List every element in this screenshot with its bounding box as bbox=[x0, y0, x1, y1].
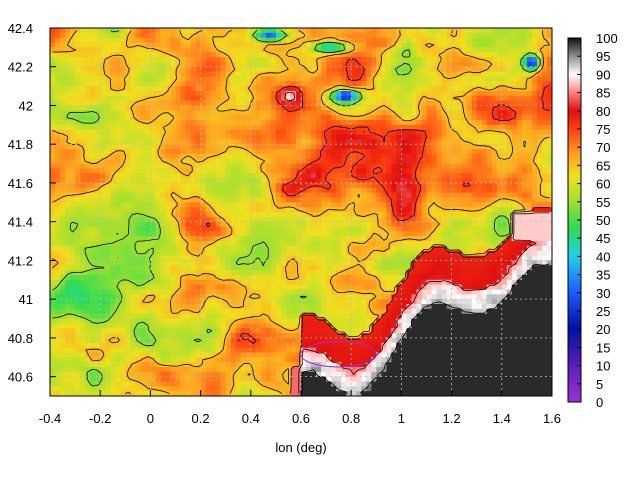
colorbar-tick-label: 70 bbox=[596, 140, 610, 155]
colorbar-ticks: 0 5 10 15 20 25 30 35 40 45 50 55 60 65 70 75 80 85 90 95 10… bbox=[577, 31, 618, 410]
y-tick-label: 40.6 bbox=[8, 370, 33, 385]
colorbar-tick-label: 15 bbox=[596, 340, 610, 355]
colorbar-tick-label: 85 bbox=[596, 86, 610, 101]
colorbar-tick-label: 75 bbox=[596, 122, 610, 137]
colorbar-tick-label: 50 bbox=[596, 213, 610, 228]
x-tick-label: 1.6 bbox=[543, 411, 561, 426]
colorbar-tick-label: 65 bbox=[596, 158, 610, 173]
colorbar-tick-label: 20 bbox=[596, 322, 610, 337]
heatmap-area bbox=[50, 28, 552, 396]
y-tick-label: 41.6 bbox=[8, 176, 33, 191]
x-tick-label: 1 bbox=[398, 411, 405, 426]
x-tick-label: 0.6 bbox=[292, 411, 310, 426]
x-tick-label: 1.2 bbox=[443, 411, 461, 426]
colorbar-tick-label: 90 bbox=[596, 67, 610, 82]
x-axis: -0.4 -0.2 0 0.2 0.4 0.6 0.8 1 1.2 1.4 1.6 bbox=[39, 390, 561, 426]
contour-lines bbox=[52, 30, 550, 394]
colorbar-tick-label: 45 bbox=[596, 231, 610, 246]
y-tick-label: 40.8 bbox=[8, 331, 33, 346]
colorbar-tick-label: 55 bbox=[596, 195, 610, 210]
x-tick-label: 0 bbox=[147, 411, 154, 426]
x-tick-label: -0.4 bbox=[39, 411, 61, 426]
y-axis: 40.6 40.8 41 41.2 41.4 41.6 41.8 42 42.2 42.4 bbox=[8, 21, 56, 385]
colorbar-tick-label: 40 bbox=[596, 249, 610, 264]
y-tick-label: 42 bbox=[19, 98, 33, 113]
colorbar-tick-label: 95 bbox=[596, 49, 610, 64]
colorbar-tick-label: 30 bbox=[596, 286, 610, 301]
colorbar-tick-label: 10 bbox=[596, 359, 610, 374]
colorbar-tick-label: 35 bbox=[596, 268, 610, 283]
x-tick-label: 0.2 bbox=[192, 411, 210, 426]
grid-lines bbox=[50, 28, 552, 396]
y-tick-label: 41.8 bbox=[8, 137, 33, 152]
y-tick-label: 41.2 bbox=[8, 253, 33, 268]
y-tick-label: 41 bbox=[19, 292, 33, 307]
colorbar-tick-label: 80 bbox=[596, 104, 610, 119]
colorbar-tick-label: 0 bbox=[596, 395, 603, 410]
colorbar-tick-label: 60 bbox=[596, 177, 610, 192]
x-tick-label: 1.4 bbox=[493, 411, 511, 426]
y-tick-label: 42.2 bbox=[8, 60, 33, 75]
x-tick-label: -0.2 bbox=[89, 411, 111, 426]
colorbar-tick-label: 25 bbox=[596, 304, 610, 319]
colorbar-tick-label: 5 bbox=[596, 377, 603, 392]
y-tick-label: 42.4 bbox=[8, 21, 33, 36]
x-tick-label: 0.8 bbox=[342, 411, 360, 426]
x-tick-label: 0.4 bbox=[242, 411, 260, 426]
y-tick-label: 41.4 bbox=[8, 215, 33, 230]
colorbar-tick-label: 100 bbox=[596, 31, 618, 46]
x-axis-label: lon (deg) bbox=[275, 440, 326, 455]
